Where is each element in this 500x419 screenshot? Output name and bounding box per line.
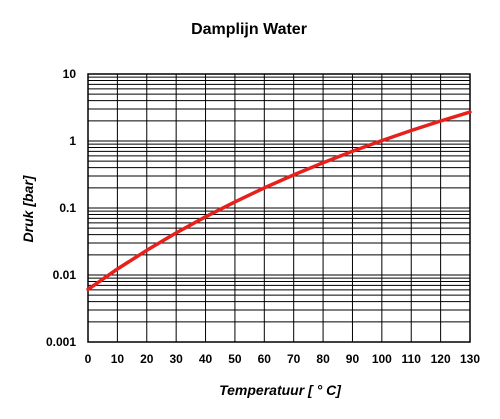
x-tick-label: 30 xyxy=(169,352,183,366)
y-tick-label: 0.01 xyxy=(53,268,77,282)
x-tick-label: 130 xyxy=(460,352,480,366)
x-axis-ticks: 0 10 20 30 40 50 60 70 80 90 100 110 120 130 xyxy=(85,352,481,366)
y-tick-label: 1 xyxy=(69,134,76,148)
series-line xyxy=(86,110,472,292)
y-axis-ticks: 10 1 0.1 0.01 0.001 xyxy=(46,67,76,349)
y-tick-label: 0.1 xyxy=(59,201,76,215)
plot-frame xyxy=(87,73,471,343)
y-tick-label: 0.001 xyxy=(46,335,76,349)
x-tick-label: 110 xyxy=(402,352,422,366)
x-tick-label: 50 xyxy=(228,352,242,366)
x-tick-label: 70 xyxy=(287,352,301,366)
x-tick-label: 90 xyxy=(346,352,360,366)
y-tick-label: 10 xyxy=(63,67,77,81)
x-axis-label: Temperatuur [ ° C] xyxy=(219,382,342,398)
x-tick-label: 40 xyxy=(199,352,213,366)
x-tick-label: 100 xyxy=(372,352,392,366)
x-tick-label: 0 xyxy=(85,352,92,366)
x-tick-label: 60 xyxy=(258,352,272,366)
chart-title: Damplijn Water xyxy=(191,21,307,38)
x-tick-label: 10 xyxy=(111,352,125,366)
x-tick-label: 120 xyxy=(431,352,451,366)
series-group xyxy=(86,110,472,292)
y-axis-label: Druk [bar] xyxy=(20,174,36,242)
x-tick-label: 80 xyxy=(316,352,330,366)
grid xyxy=(87,73,471,343)
x-tick-label: 20 xyxy=(140,352,154,366)
